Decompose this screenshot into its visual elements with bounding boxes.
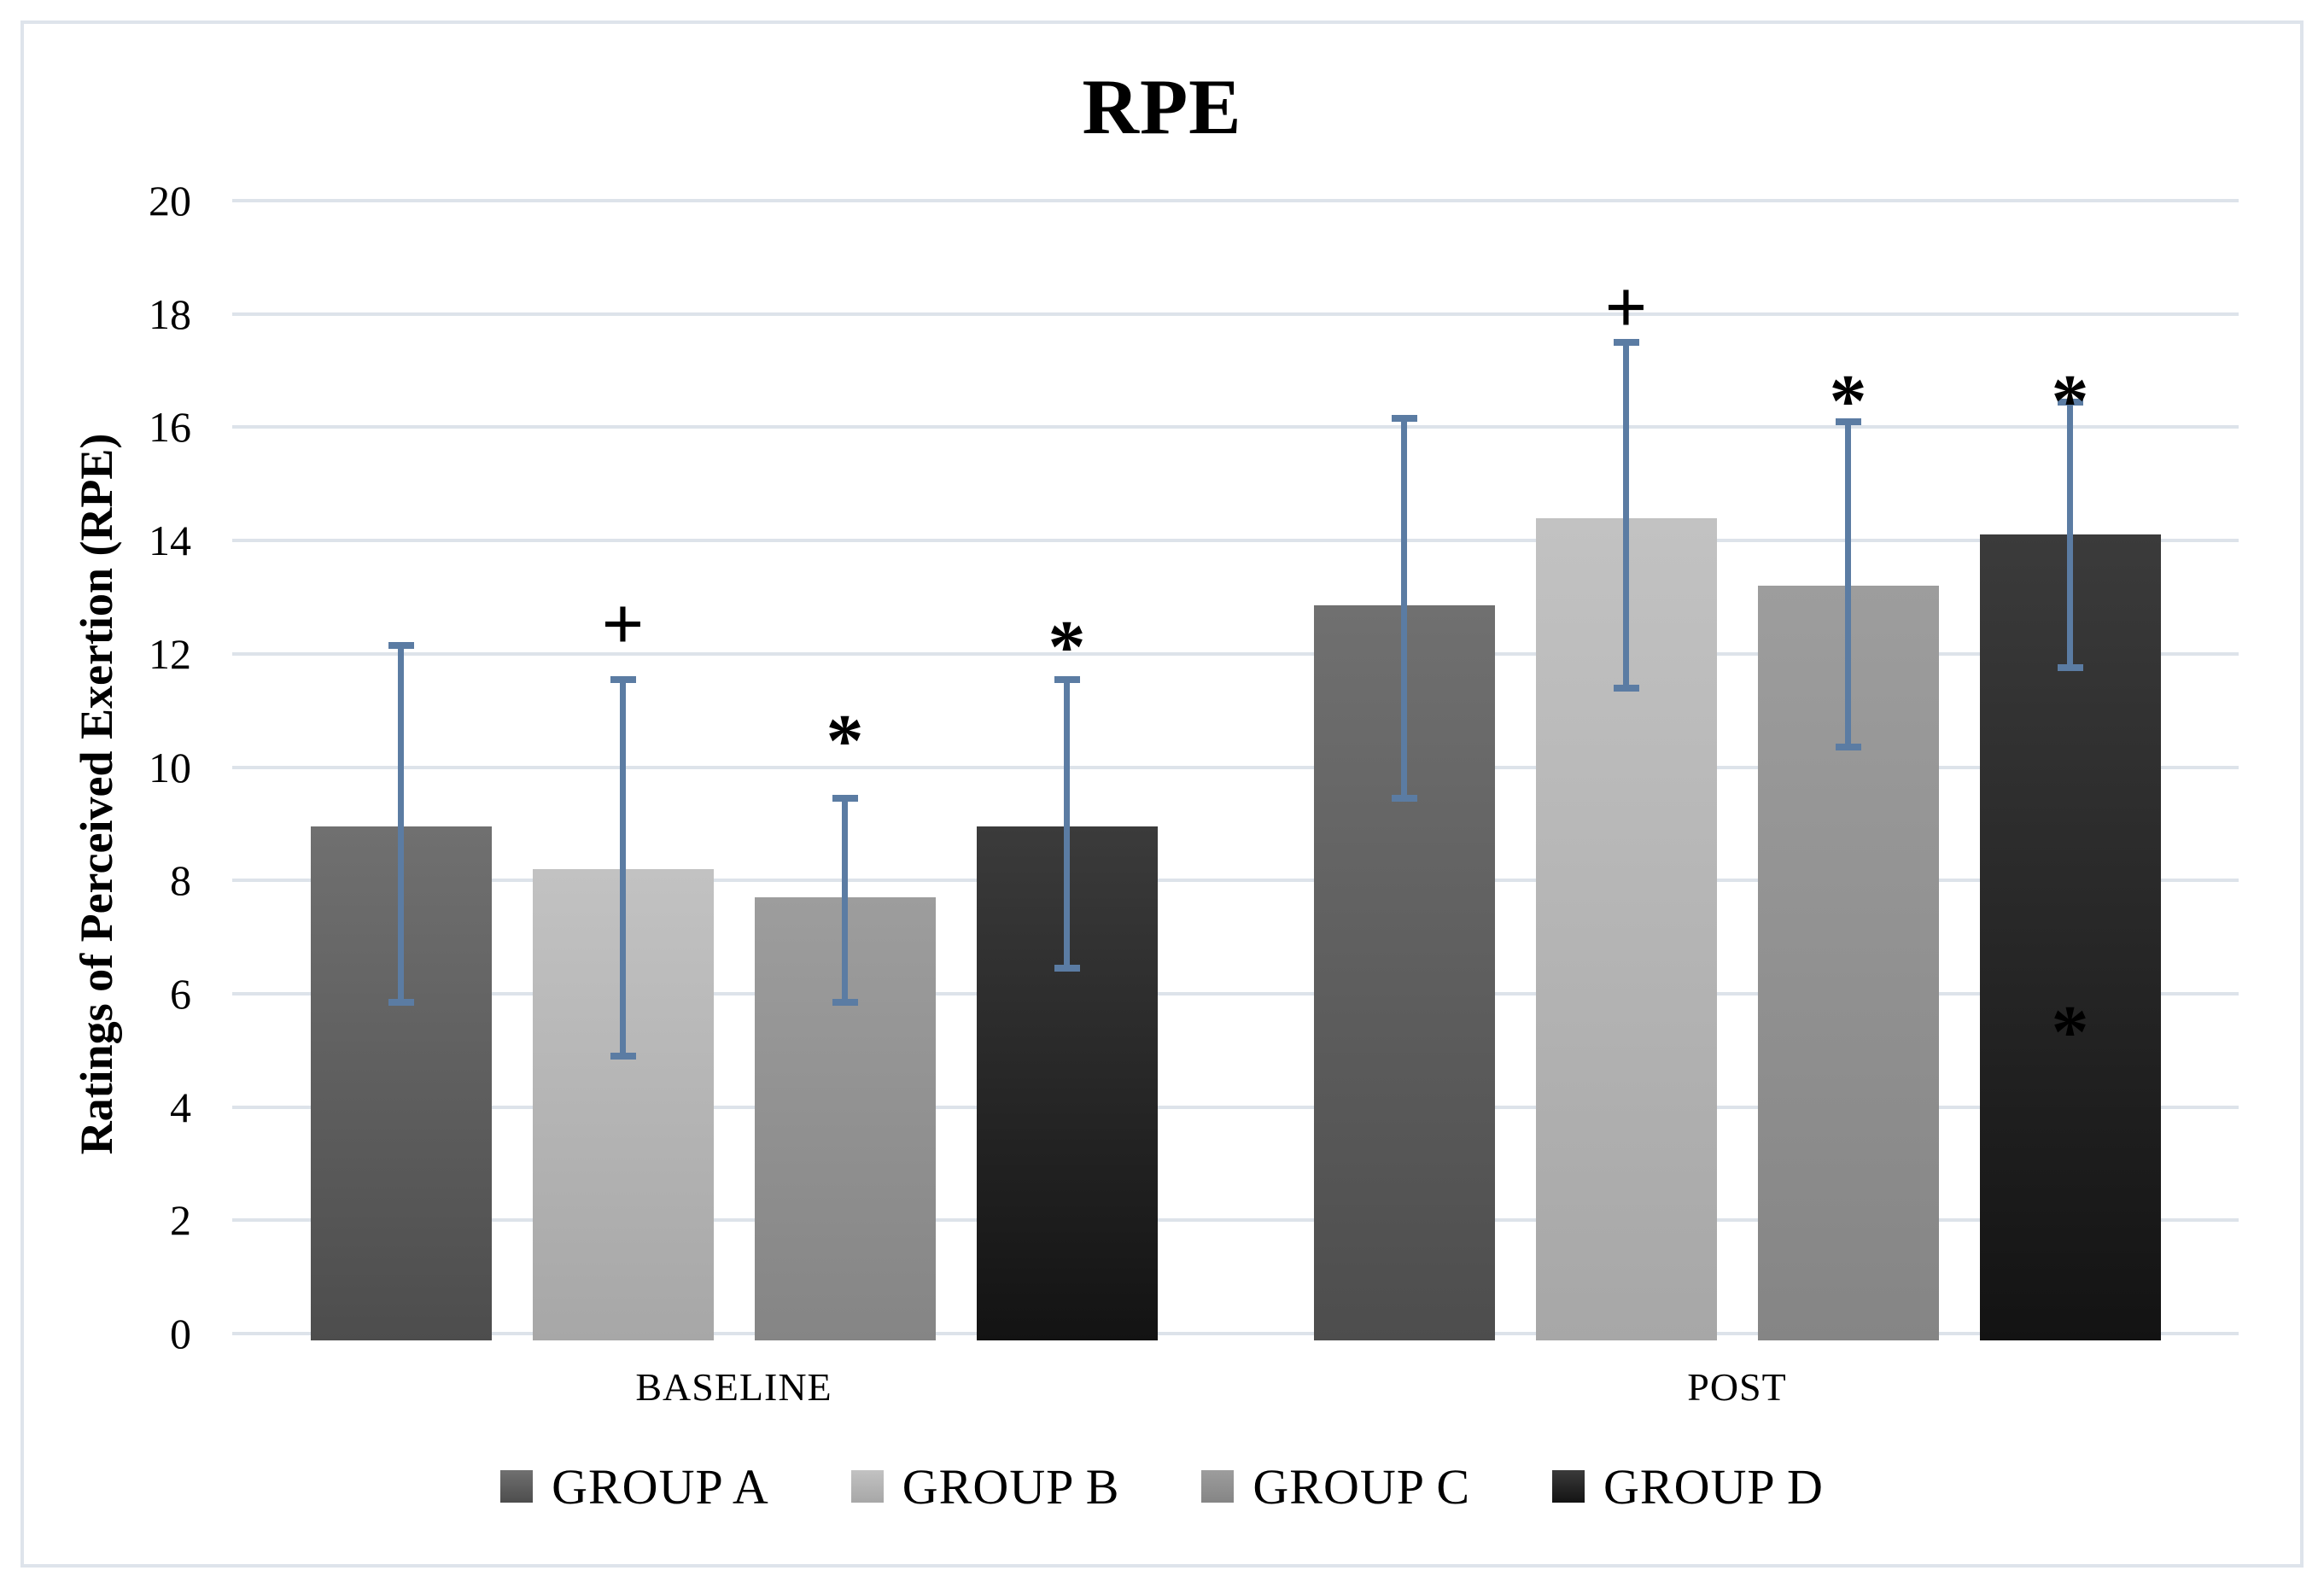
error-bar-group-a-post-line xyxy=(1401,418,1407,798)
annotation-asterisk-group-d-baseline: * xyxy=(1048,606,1086,690)
error-bar-group-c-baseline-cap-top xyxy=(832,794,858,802)
legend-item-group-d: GROUP D xyxy=(1552,1458,1824,1515)
annotation-asterisk-group-c-baseline: * xyxy=(826,699,864,783)
error-bar-group-c-post-cap-top xyxy=(1835,417,1861,425)
annotation-plus-group-b-baseline: + xyxy=(601,583,645,667)
annotation-asterisk-group-c-post: * xyxy=(1829,359,1867,443)
gridline-y-6 xyxy=(232,991,2239,995)
legend-swatch-group-a xyxy=(500,1470,534,1503)
error-bar-group-b-baseline-cap-bottom xyxy=(610,1052,636,1060)
gridline-y-12 xyxy=(232,651,2239,656)
legend-label-group-a: GROUP A xyxy=(552,1458,769,1515)
gridline-y-2 xyxy=(232,1218,2239,1223)
gridline-y-14 xyxy=(232,539,2239,543)
legend-label-group-c: GROUP C xyxy=(1253,1458,1471,1515)
legend-item-group-b: GROUP B xyxy=(850,1458,1120,1515)
legend-label-group-d: GROUP D xyxy=(1603,1458,1824,1515)
chart-border-frame xyxy=(20,20,2304,1568)
y-tick-label-12: 12 xyxy=(149,629,191,678)
gridline-y-20 xyxy=(232,199,2239,202)
y-tick-label-6: 6 xyxy=(170,969,191,1018)
y-tick-label-0: 0 xyxy=(170,1310,191,1357)
gridline-y-18 xyxy=(232,312,2239,316)
legend-swatch-group-b xyxy=(850,1470,884,1503)
error-bar-group-c-post-cap-bottom xyxy=(1835,744,1861,751)
legend-item-group-a: GROUP A xyxy=(500,1458,769,1515)
error-bar-group-c-post-line xyxy=(1845,421,1851,748)
error-bar-group-b-post-cap-bottom xyxy=(1613,684,1639,692)
error-bar-group-b-post-line xyxy=(1623,342,1629,688)
legend-swatch-group-c xyxy=(1201,1470,1235,1503)
x-category-label-post: POST xyxy=(1687,1365,1787,1409)
error-bar-group-a-baseline-line xyxy=(398,645,404,1002)
error-bar-group-b-baseline-line xyxy=(620,679,626,1056)
error-bar-group-b-baseline-cap-top xyxy=(610,675,636,683)
legend-swatch-group-d xyxy=(1552,1470,1585,1503)
error-bar-group-d-baseline-cap-bottom xyxy=(1054,965,1080,972)
error-bar-group-d-baseline-cap-top xyxy=(1054,675,1080,683)
error-bar-group-a-post-cap-top xyxy=(1391,415,1417,423)
legend-item-group-c: GROUP C xyxy=(1201,1458,1470,1515)
y-tick-label-18: 18 xyxy=(149,289,191,338)
y-tick-label-14: 14 xyxy=(149,517,191,565)
chart-title: RPE xyxy=(1082,63,1242,150)
y-tick-label-10: 10 xyxy=(149,743,191,791)
legend-label-group-b: GROUP B xyxy=(902,1458,1120,1515)
error-bar-group-d-post-line xyxy=(2067,401,2073,668)
gridline-y-10 xyxy=(232,765,2239,769)
plot-area: 0 2 4 6 8 10 12 14 16 18 20 + * * + * * * BASELINE POST xyxy=(149,177,2239,1409)
gridline-y-0 xyxy=(232,1332,2239,1335)
y-tick-label-16: 16 xyxy=(149,403,191,452)
gridline-y-16 xyxy=(232,425,2239,429)
error-bar-group-a-baseline-cap-bottom xyxy=(388,998,414,1006)
error-bar-group-d-baseline-line xyxy=(1064,679,1070,969)
y-tick-label-20: 20 xyxy=(149,177,191,225)
error-bar-group-a-post-cap-bottom xyxy=(1391,794,1417,802)
annotation-asterisk-group-d-post: * xyxy=(2051,359,2089,443)
error-bar-group-a-baseline-cap-top xyxy=(388,641,414,649)
legend: GROUP A GROUP B GROUP C GROUP D xyxy=(0,1450,2324,1523)
error-bar-group-c-baseline-line xyxy=(842,797,848,1002)
x-category-label-baseline: BASELINE xyxy=(635,1365,832,1409)
gridline-y-4 xyxy=(232,1105,2239,1109)
error-bar-group-c-baseline-cap-bottom xyxy=(832,998,858,1006)
y-tick-label-4: 4 xyxy=(170,1083,191,1131)
gridline-y-8 xyxy=(232,879,2239,883)
annotation-plus-group-b-post: + xyxy=(1604,266,1648,349)
annotation-asterisk-group-d-post-inside: * xyxy=(2051,991,2089,1075)
error-bar-group-d-post-cap-bottom xyxy=(2057,664,2083,672)
error-bar-group-d-post-cap-top xyxy=(2057,398,2083,406)
y-tick-label-8: 8 xyxy=(170,856,191,905)
y-tick-label-2: 2 xyxy=(170,1196,191,1245)
error-bar-group-b-post-cap-top xyxy=(1613,338,1639,346)
